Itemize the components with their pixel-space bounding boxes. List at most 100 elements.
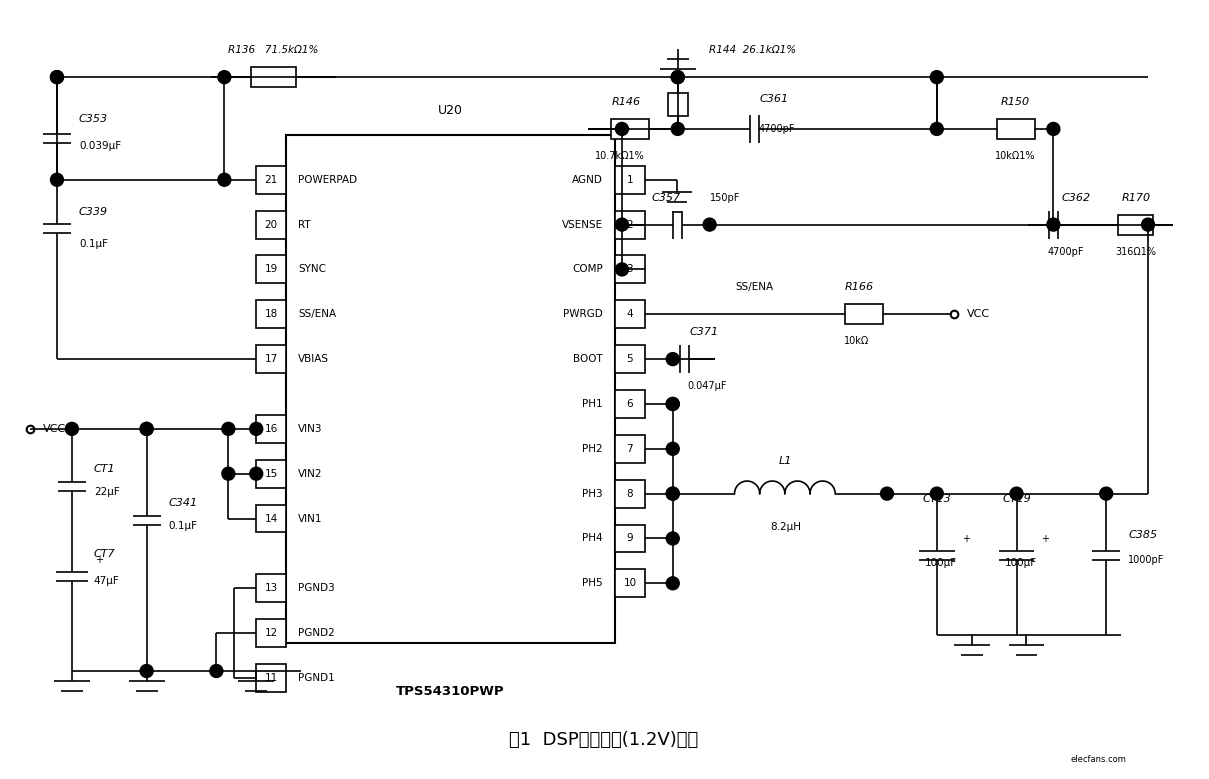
Text: 19: 19 (265, 264, 278, 274)
Circle shape (666, 442, 679, 455)
Text: R150: R150 (1001, 97, 1030, 107)
Text: R170: R170 (1122, 192, 1151, 203)
Text: RT: RT (299, 220, 311, 230)
Text: 0.1μF: 0.1μF (79, 238, 108, 249)
Text: C357: C357 (652, 192, 681, 203)
Text: C362: C362 (1062, 192, 1091, 203)
Bar (256, 256, 287, 284)
Circle shape (931, 122, 943, 136)
Text: 21: 21 (265, 174, 278, 185)
Text: 100μF: 100μF (1005, 559, 1036, 569)
Text: R144  26.1kΩ1%: R144 26.1kΩ1% (708, 45, 796, 55)
Text: 316Ω1%: 316Ω1% (1116, 246, 1157, 256)
Bar (615, 524, 644, 552)
Circle shape (1100, 487, 1112, 500)
Text: SYNC: SYNC (299, 264, 326, 274)
Text: 10kΩ1%: 10kΩ1% (995, 151, 1036, 160)
Circle shape (210, 664, 222, 678)
Circle shape (880, 487, 893, 500)
Circle shape (222, 422, 235, 435)
Circle shape (218, 173, 231, 186)
Text: 8: 8 (626, 488, 634, 499)
Circle shape (250, 467, 262, 480)
Bar (256, 664, 287, 692)
Circle shape (666, 576, 679, 590)
Text: 0.1μF: 0.1μF (168, 520, 197, 530)
Text: PWRGD: PWRGD (563, 309, 603, 319)
Text: 14: 14 (265, 513, 278, 523)
Bar (256, 574, 287, 602)
Circle shape (222, 467, 235, 480)
Text: C385: C385 (1128, 530, 1157, 541)
Text: C361: C361 (759, 94, 788, 104)
Text: PH4: PH4 (583, 534, 603, 544)
Circle shape (931, 71, 943, 83)
Text: PH2: PH2 (583, 444, 603, 454)
Circle shape (666, 487, 679, 500)
Text: VSENSE: VSENSE (562, 220, 603, 230)
Text: 8.2μH: 8.2μH (770, 521, 800, 531)
Circle shape (140, 422, 154, 435)
Bar (615, 480, 644, 508)
Bar (997, 119, 1035, 139)
Circle shape (666, 487, 679, 500)
Text: R166: R166 (845, 282, 874, 292)
Circle shape (615, 122, 629, 136)
Circle shape (140, 664, 154, 678)
Text: 13: 13 (265, 583, 278, 594)
Bar (615, 166, 644, 194)
Text: 100μF: 100μF (925, 559, 958, 569)
Bar (667, 93, 688, 117)
Text: PGND2: PGND2 (299, 628, 335, 638)
Text: CT7: CT7 (94, 549, 115, 559)
Circle shape (1047, 218, 1060, 231)
Bar (256, 619, 287, 647)
Circle shape (1010, 487, 1023, 500)
Text: COMP: COMP (572, 264, 603, 274)
Circle shape (51, 71, 63, 83)
Text: R146: R146 (612, 97, 641, 107)
Text: +: + (1041, 534, 1049, 544)
Bar (256, 415, 287, 442)
Circle shape (666, 353, 679, 365)
Bar (615, 345, 644, 373)
Text: +: + (94, 555, 103, 565)
Bar (256, 345, 287, 373)
Text: U20: U20 (438, 104, 463, 117)
Circle shape (615, 218, 629, 231)
Text: POWERPAD: POWERPAD (299, 174, 357, 185)
Bar (615, 390, 644, 418)
Text: 17: 17 (265, 354, 278, 364)
Text: VCC: VCC (967, 309, 990, 319)
Bar (612, 119, 649, 139)
Text: 15: 15 (265, 469, 278, 479)
Text: 47μF: 47μF (94, 576, 120, 587)
Text: R136   71.5kΩ1%: R136 71.5kΩ1% (229, 45, 318, 55)
Text: 12: 12 (265, 628, 278, 638)
Text: 图1  DSP内核电压(1.2V)电路: 图1 DSP内核电压(1.2V)电路 (509, 731, 699, 749)
Text: VIN2: VIN2 (299, 469, 323, 479)
Text: C371: C371 (689, 327, 719, 337)
Circle shape (250, 422, 262, 435)
Bar (256, 210, 287, 238)
Circle shape (615, 263, 629, 276)
Bar (615, 256, 644, 284)
Text: 0.047μF: 0.047μF (687, 381, 727, 391)
Text: TPS54310PWP: TPS54310PWP (397, 685, 505, 698)
Bar (256, 301, 287, 328)
Text: 10.7kΩ1%: 10.7kΩ1% (595, 151, 644, 160)
Bar (256, 460, 287, 488)
Circle shape (931, 487, 943, 500)
Text: 20: 20 (265, 220, 278, 230)
Text: 3: 3 (626, 264, 634, 274)
Bar (256, 505, 287, 533)
Text: 16: 16 (265, 424, 278, 434)
Text: SS/ENA: SS/ENA (299, 309, 336, 319)
Text: 4700pF: 4700pF (758, 124, 794, 134)
Text: CT19: CT19 (1002, 494, 1031, 503)
Bar (845, 305, 883, 324)
Text: 2: 2 (626, 220, 634, 230)
Text: 0.039μF: 0.039μF (79, 141, 121, 151)
Text: C339: C339 (79, 206, 108, 217)
Text: VCC: VCC (44, 424, 66, 434)
